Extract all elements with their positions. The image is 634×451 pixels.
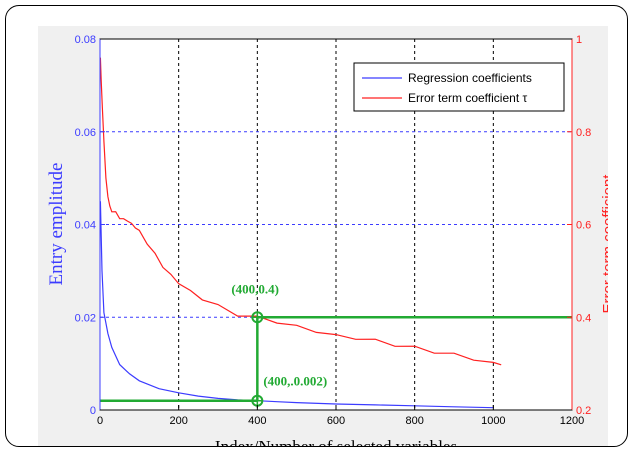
x-tick-label: 400 [248,415,266,427]
x-tick-label: 1200 [560,415,584,427]
y-right-tick-label: 0.2 [576,405,591,417]
y-right-tick-label: 1 [576,34,582,46]
x-tick-label: 200 [169,415,187,427]
y-left-tick-label: 0.08 [75,34,96,46]
x-tick-label: 600 [327,415,345,427]
series-layer [99,57,502,409]
y-left-tick-label: 0.04 [75,220,96,232]
x-tick-label: 1000 [481,415,505,427]
y-right-tick-label: 0.8 [576,127,591,139]
annotation-label-upper: (400,0.4) [231,281,279,296]
y-left-tick-label: 0.06 [75,127,96,139]
x-axis-label: Index/Number of selected variables [215,437,457,447]
y-left-tick-label: 0.02 [75,312,96,324]
legend-label-regression: Regression coefficients [408,71,532,85]
series-regression-line [99,201,494,409]
line-chart: (400,0.4) (400,.0.002) 0 200 400 600 800 1000 1… [38,26,617,447]
legend: Regression coefficients Error term coeff… [353,62,565,112]
series-error-term-line [99,57,502,366]
x-tick-label: 0 [97,415,103,427]
annotation-label-lower: (400,.0.002) [263,374,327,389]
legend-box [353,62,565,112]
legend-label-error-term: Error term coefficient τ [408,91,527,105]
y-axis-label-right: Error term coefficient [600,174,608,314]
y-left-tick-label: 0 [90,405,96,417]
y-right-tick-label: 0.6 [576,220,591,232]
axes: 0 200 400 600 800 1000 1200 0 0.02 0.04 0.06 0.08 0.… [75,34,592,427]
y-axis-label-left: Entry emplitude [46,163,67,286]
figure-frame: (400,0.4) (400,.0.002) 0 200 400 600 800 1000 1… [5,5,628,447]
figure-canvas: (400,0.4) (400,.0.002) 0 200 400 600 800 1000 1… [38,26,617,447]
x-tick-label: 800 [405,415,423,427]
annotation-layer: (400,0.4) (400,.0.002) [100,281,572,407]
y-right-tick-label: 0.4 [576,312,591,324]
